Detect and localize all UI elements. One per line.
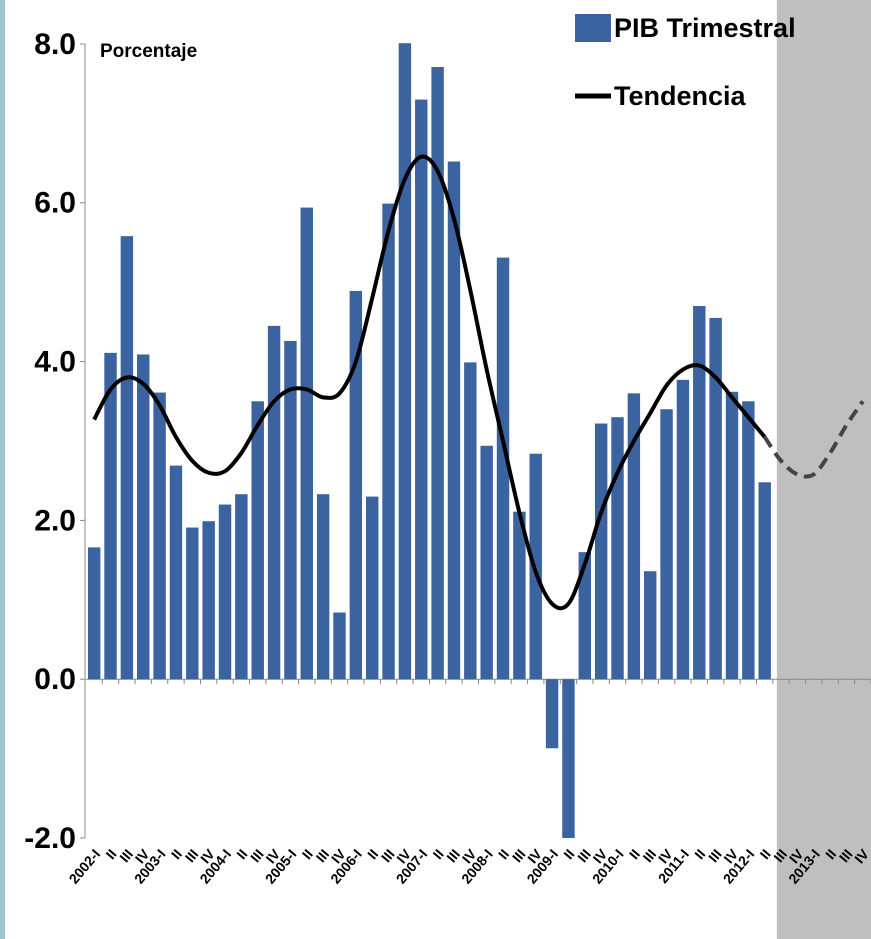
bar (300, 207, 313, 680)
y-tick-label: 0.0 (34, 663, 76, 696)
bar (676, 379, 690, 680)
bar (169, 465, 183, 680)
bar (284, 340, 297, 680)
bar (218, 504, 232, 680)
bar (120, 236, 134, 680)
bar (104, 352, 117, 680)
y-axis-label: Porcentaje (100, 41, 197, 62)
trend-line (92, 154, 767, 611)
bar (562, 679, 575, 838)
bar (693, 306, 706, 680)
y-tick-label: 2.0 (34, 504, 76, 537)
bar (627, 393, 641, 680)
bar (594, 423, 608, 680)
bar (496, 257, 510, 680)
bar (758, 482, 771, 680)
bar (137, 354, 150, 680)
bar (316, 494, 330, 680)
bar (186, 527, 199, 680)
bar (153, 392, 166, 680)
bar (202, 521, 215, 680)
bar (87, 547, 101, 680)
bar (349, 290, 363, 680)
bar (382, 203, 395, 680)
y-tick-label: 8.0 (34, 28, 76, 61)
bar (644, 571, 657, 680)
y-tick-label: 4.0 (34, 346, 76, 379)
edge-strip (0, 0, 5, 939)
bar (447, 161, 461, 680)
bar (333, 612, 346, 680)
bar (415, 99, 428, 680)
bar (578, 552, 592, 680)
bar (235, 494, 248, 680)
bar (513, 511, 526, 680)
legend-label: Tendencia (614, 81, 747, 111)
bar (480, 445, 493, 680)
bar (464, 362, 477, 680)
bar (545, 679, 559, 749)
bar (611, 417, 624, 680)
bar (725, 391, 739, 680)
y-tick-label: -2.0 (24, 822, 76, 855)
bar (267, 325, 281, 680)
legend-swatch (575, 14, 611, 42)
bar (365, 496, 379, 680)
bar (709, 317, 722, 680)
bar (251, 401, 264, 680)
legend-label: PIB Trimestral (614, 13, 796, 43)
bar (660, 409, 673, 680)
y-tick-label: 6.0 (34, 187, 76, 220)
forecast-line (763, 400, 865, 479)
bar (742, 401, 755, 680)
bar (431, 67, 444, 680)
bar (398, 43, 412, 680)
